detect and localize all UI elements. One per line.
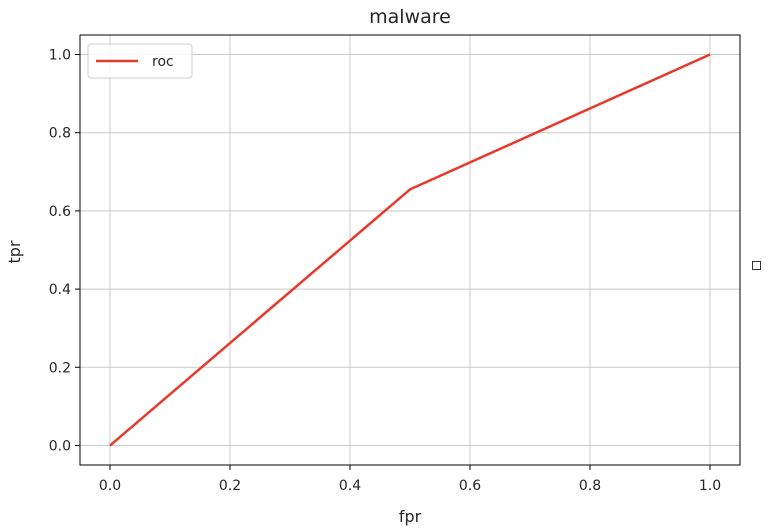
x-tick-label: 0.6	[459, 478, 481, 494]
y-tick-label: 0.8	[49, 126, 71, 142]
chart-title: malware	[369, 6, 451, 28]
y-tick-label: 0.4	[49, 282, 71, 298]
x-tick-label: 0.0	[99, 478, 121, 494]
y-tick-label: 1.0	[49, 48, 71, 64]
x-tick-label: 0.4	[339, 478, 361, 494]
small-square-marker	[752, 261, 761, 270]
plot-background	[80, 35, 740, 465]
x-axis-title: fpr	[399, 507, 422, 526]
x-tick-label: 0.8	[579, 478, 601, 494]
legend-label-roc: roc	[152, 54, 174, 70]
series-layer	[109, 53, 711, 447]
y-tick-label: 0.0	[49, 438, 71, 454]
plot-frame	[79, 34, 741, 466]
series-line-roc	[109, 53, 711, 447]
y-tick-label: 0.6	[49, 204, 71, 220]
x-tick-label: 0.2	[219, 478, 241, 494]
y-axis-title: tpr	[5, 240, 24, 263]
ticks: 0.0 0.2 0.4 0.6 0.8 1.0 0.0 0.2 0.4 0.6 0.8 1.0	[49, 48, 721, 494]
x-tick-label: 1.0	[699, 478, 721, 494]
y-tick-label: 0.2	[49, 360, 71, 376]
legend: roc	[87, 43, 193, 79]
legend-box	[87, 43, 193, 79]
